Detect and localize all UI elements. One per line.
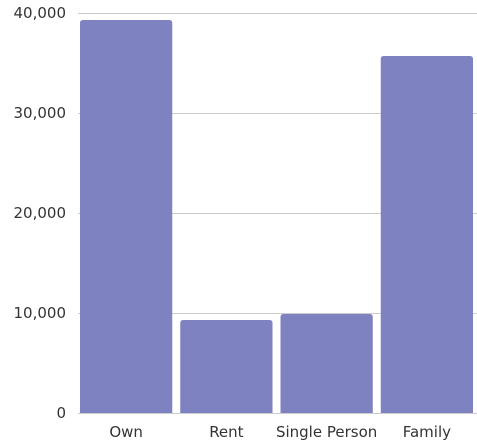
bar-family xyxy=(380,56,473,413)
bar-rent xyxy=(180,320,273,413)
bars xyxy=(80,20,473,413)
y-axis-tick-labels: 0 10,000 20,000 30,000 40,000 xyxy=(14,4,67,422)
x-category-label: Own xyxy=(109,423,143,441)
bar-single-person xyxy=(280,314,373,413)
x-category-label: Rent xyxy=(209,423,243,441)
y-tick-label: 10,000 xyxy=(14,304,67,322)
bar-own xyxy=(80,20,173,413)
y-tick-label: 20,000 xyxy=(14,204,67,222)
y-tick-label: 30,000 xyxy=(14,104,67,122)
y-tick-label: 0 xyxy=(56,404,66,422)
y-tick-label: 40,000 xyxy=(14,4,67,22)
x-category-label: Single Person xyxy=(276,423,377,441)
x-axis-category-labels: Own Rent Single Person Family xyxy=(109,423,451,441)
x-category-label: Family xyxy=(403,423,451,441)
